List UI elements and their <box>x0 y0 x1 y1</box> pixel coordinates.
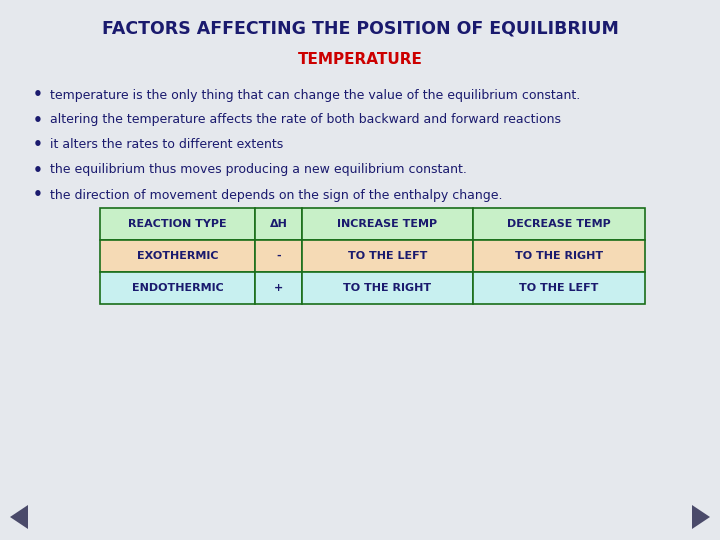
Text: INCREASE TEMP: INCREASE TEMP <box>338 219 438 229</box>
Text: FACTORS AFFECTING THE POSITION OF EQUILIBRIUM: FACTORS AFFECTING THE POSITION OF EQUILI… <box>102 19 618 37</box>
Text: TO THE LEFT: TO THE LEFT <box>519 283 599 293</box>
Text: •: • <box>33 138 43 152</box>
Text: ENDOTHERMIC: ENDOTHERMIC <box>132 283 223 293</box>
Text: •: • <box>33 87 43 103</box>
Text: •: • <box>33 187 43 202</box>
Text: temperature is the only thing that can change the value of the equilibrium const: temperature is the only thing that can c… <box>50 89 580 102</box>
Bar <box>473 272 645 304</box>
Text: REACTION TYPE: REACTION TYPE <box>128 219 227 229</box>
Bar <box>100 208 256 240</box>
Bar <box>302 240 473 272</box>
Text: altering the temperature affects the rate of both backward and forward reactions: altering the temperature affects the rat… <box>50 113 561 126</box>
Text: TO THE RIGHT: TO THE RIGHT <box>343 283 431 293</box>
Text: -: - <box>276 251 281 261</box>
Text: •: • <box>33 163 43 178</box>
Text: •: • <box>33 112 43 127</box>
Text: TO THE RIGHT: TO THE RIGHT <box>515 251 603 261</box>
Bar <box>256 272 302 304</box>
Text: DECREASE TEMP: DECREASE TEMP <box>508 219 611 229</box>
Bar <box>256 240 302 272</box>
Bar <box>256 208 302 240</box>
Bar <box>100 240 256 272</box>
Text: TEMPERATURE: TEMPERATURE <box>297 52 423 68</box>
Text: the direction of movement depends on the sign of the enthalpy change.: the direction of movement depends on the… <box>50 188 503 201</box>
Polygon shape <box>692 505 710 529</box>
Bar <box>473 208 645 240</box>
Text: EXOTHERMIC: EXOTHERMIC <box>137 251 218 261</box>
Bar <box>302 272 473 304</box>
Bar <box>302 208 473 240</box>
Text: TO THE LEFT: TO THE LEFT <box>348 251 427 261</box>
Bar <box>473 240 645 272</box>
Text: it alters the rates to different extents: it alters the rates to different extents <box>50 138 283 152</box>
Polygon shape <box>10 505 28 529</box>
Text: ΔH: ΔH <box>269 219 287 229</box>
Text: +: + <box>274 283 283 293</box>
Text: the equilibrium thus moves producing a new equilibrium constant.: the equilibrium thus moves producing a n… <box>50 164 467 177</box>
Bar <box>100 272 256 304</box>
